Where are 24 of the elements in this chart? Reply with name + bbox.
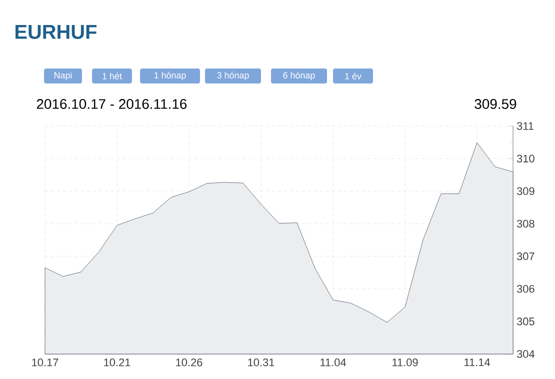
- text: Napi: [54, 72, 72, 80]
- y-tick-label: 304: [516, 350, 534, 358]
- text: 1 év: [345, 72, 362, 80]
- y-tick-label: 308: [516, 220, 534, 228]
- x-tick-label: 10.17: [32, 358, 58, 366]
- text: 3 hónap: [217, 72, 249, 80]
- y-tick-label: 306: [516, 284, 534, 293]
- y-tick-label: 310: [516, 154, 534, 162]
- x-tick-label: 10.26: [176, 358, 202, 366]
- y-tick-label: 311: [516, 122, 534, 130]
- x-tick-label: 11.04: [320, 358, 346, 366]
- x-tick-label: 11.09: [392, 358, 418, 366]
- y-tick-label: 309: [516, 187, 534, 196]
- y-tick-label: 307: [516, 252, 534, 260]
- text: 2016.10.17 - 2016.11.16: [36, 99, 187, 109]
- x-tick-label: 10.31: [248, 358, 274, 366]
- text: 1 hét: [102, 72, 122, 80]
- x-tick-label: 11.14: [464, 358, 490, 366]
- y-tick-label: 305: [516, 318, 534, 326]
- x-tick-label: 10.21: [104, 358, 130, 366]
- text: 309.59: [474, 99, 516, 109]
- text: 6 hónap: [283, 72, 315, 80]
- chart-title: EURHUF: [16, 25, 96, 39]
- text: 1 hónap: [154, 72, 186, 80]
